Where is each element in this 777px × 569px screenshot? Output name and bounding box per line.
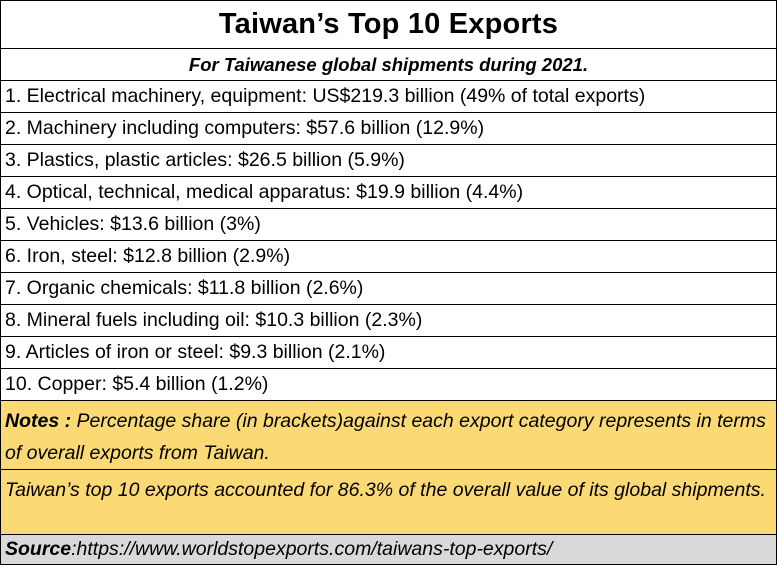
table-title: Taiwan’s Top 10 Exports bbox=[218, 8, 559, 40]
export-item-4: 4. Optical, technical, medical apparatus… bbox=[1, 177, 776, 209]
export-item-7: 7. Organic chemicals: $11.8 billion (2.6… bbox=[1, 273, 776, 305]
notes-label: Notes bbox=[5, 410, 60, 432]
export-item-8: 8. Mineral fuels including oil: $10.3 bi… bbox=[1, 305, 776, 337]
source-separator: : bbox=[71, 538, 77, 560]
notes-text: Percentage share (in brackets)against ea… bbox=[5, 410, 766, 464]
source-url: https://www.worldstopexports.com/taiwans… bbox=[76, 538, 553, 560]
export-item-1: 1. Electrical machinery, equipment: US$2… bbox=[1, 81, 776, 113]
notes-row: Notes : Percentage share (in brackets)ag… bbox=[1, 401, 776, 470]
export-item-3: 3. Plastics, plastic articles: $26.5 bil… bbox=[1, 145, 776, 177]
source-label: Source bbox=[5, 538, 72, 560]
subtitle-row: For Taiwanese global shipments during 20… bbox=[1, 49, 776, 81]
export-item-6: 6. Iron, steel: $12.8 billion (2.9%) bbox=[1, 241, 776, 273]
export-item-2: 2. Machinery including computers: $57.6 … bbox=[1, 113, 776, 145]
summary-text: Taiwan’s top 10 exports accounted for 86… bbox=[5, 479, 766, 501]
table-subtitle: For Taiwanese global shipments during 20… bbox=[188, 53, 589, 75]
title-row: Taiwan’s Top 10 Exports bbox=[1, 1, 776, 49]
notes-separator: : bbox=[59, 410, 77, 432]
summary-row: Taiwan’s top 10 exports accounted for 86… bbox=[1, 470, 776, 535]
export-item-5: 5. Vehicles: $13.6 billion (3%) bbox=[1, 209, 776, 241]
export-item-9: 9. Articles of iron or steel: $9.3 billi… bbox=[1, 337, 776, 369]
export-item-10: 10. Copper: $5.4 billion (1.2%) bbox=[1, 369, 776, 401]
source-row: Source : https://www.worldstopexports.co… bbox=[1, 535, 776, 565]
